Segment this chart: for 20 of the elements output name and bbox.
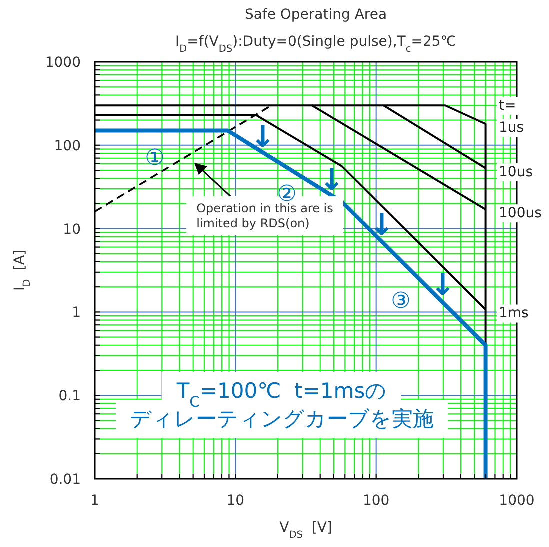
x-tick-label: 100 [362, 493, 390, 509]
x-tick-label: 1 [90, 493, 100, 509]
y-tick-label: 1 [72, 305, 81, 322]
series-label: 100us [499, 206, 542, 222]
y-tick-label: 1000 [45, 55, 81, 71]
annotation: ディレーティングカーブを実施 [130, 407, 434, 431]
annotation: ③ [391, 289, 411, 314]
y-tick-label: 0.1 [58, 388, 81, 405]
y-tick-label: 10 [63, 222, 81, 238]
series-label: 1us [499, 120, 524, 136]
y-tick-label: 100 [54, 138, 81, 154]
x-tick-label: 10 [226, 493, 245, 509]
x-tick-label: 1000 [499, 493, 535, 509]
annotation: t= [499, 98, 516, 114]
series-label: 1ms [499, 306, 529, 322]
x-axis-title: V$_{DS}$ [V] [280, 520, 332, 540]
chart-title: Safe Operating Area [244, 7, 388, 23]
chart-subtitle: I$_{D}$=f(V$_{DS}$):Duty=0(Single pulse),T$_{c}$=25℃ [175, 34, 457, 54]
series-label: 10us [499, 164, 533, 180]
y-tick-label: 0.01 [50, 472, 81, 488]
